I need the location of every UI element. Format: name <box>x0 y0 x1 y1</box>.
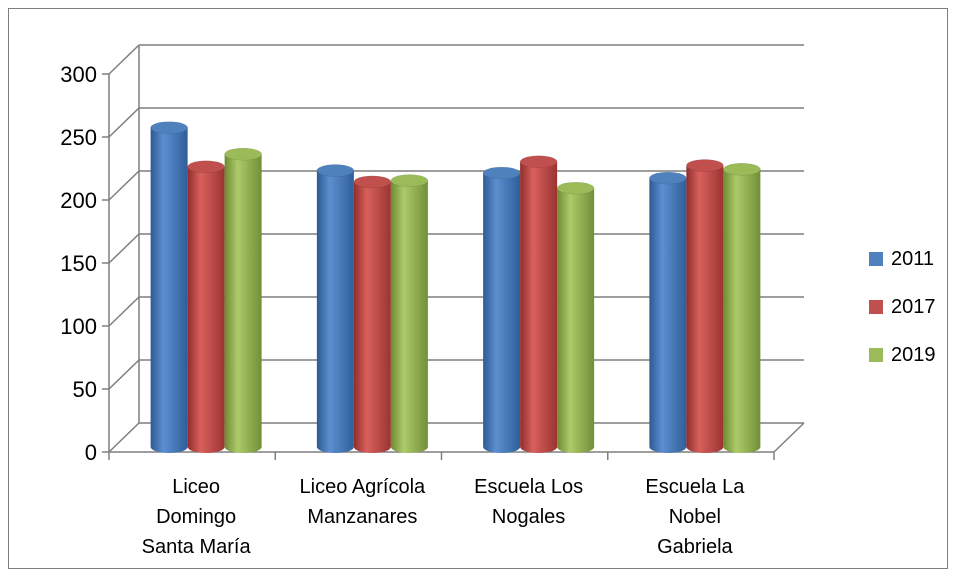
bar-top <box>187 160 225 174</box>
gridline-side <box>108 422 140 453</box>
bar-body <box>150 127 188 453</box>
bar-top <box>482 166 521 180</box>
bar <box>649 171 687 453</box>
legend-item: 2011 <box>869 241 936 277</box>
y-tick-label: 200 <box>60 188 97 213</box>
x-category-label: Manzanares <box>307 506 417 528</box>
bar-top <box>686 159 724 172</box>
bar <box>482 166 521 453</box>
bar-top <box>519 155 558 168</box>
bar <box>556 181 595 453</box>
bar-body <box>316 170 354 453</box>
bar-body <box>390 180 428 453</box>
bar-body <box>224 154 262 453</box>
y-tick-label: 0 <box>85 440 97 465</box>
bar <box>723 163 761 454</box>
bar <box>150 121 188 453</box>
bar-body <box>483 173 521 453</box>
bar <box>224 147 262 453</box>
bar <box>187 160 225 453</box>
bar-top <box>150 121 188 134</box>
gridline-side <box>108 170 140 201</box>
y-tick-label: 250 <box>60 125 97 150</box>
bar <box>390 174 429 453</box>
legend-label: 2019 <box>891 343 936 366</box>
bar-top <box>556 181 595 195</box>
bar <box>316 164 355 453</box>
bar <box>353 175 392 453</box>
legend-swatch <box>869 300 883 314</box>
x-category-label: Domingo <box>156 506 236 528</box>
y-tick-label: 100 <box>60 314 97 339</box>
floor-edge <box>773 422 805 453</box>
chart-frame: 0 50 100 150 200 250 300 Liceo Domingo Santa Marí… <box>8 8 948 569</box>
x-category-label: Liceo Agrícola <box>300 476 427 498</box>
x-category-label: Escuela La <box>645 476 745 498</box>
legend-label: 2011 <box>891 247 935 270</box>
bar-body <box>649 178 687 453</box>
legend-item: 2017 <box>869 289 936 325</box>
bar-top <box>316 164 355 177</box>
bar-top <box>353 175 392 189</box>
x-category-label: Liceo <box>172 476 220 498</box>
y-tick-label: 150 <box>60 251 97 276</box>
legend-item: 2019 <box>869 337 936 373</box>
bar-chart-3d: 0 50 100 150 200 250 300 Liceo Domingo Santa Marí… <box>60 44 805 558</box>
gridline-side <box>108 233 140 264</box>
bar-body <box>353 181 391 453</box>
y-tick-label: 300 <box>60 62 97 87</box>
legend: 2011 2017 2019 <box>869 241 936 385</box>
x-category-label: Santa María <box>142 536 252 558</box>
x-category-label: Escuela Los <box>474 476 583 498</box>
bar-body <box>723 169 761 454</box>
y-tick-label: 50 <box>73 377 97 402</box>
x-category-label: Nobel <box>669 506 721 528</box>
bar <box>519 155 558 454</box>
bar-body <box>557 188 595 453</box>
bar-body <box>686 165 724 453</box>
bar-top <box>390 174 429 187</box>
x-category-label: Gabriela <box>657 536 733 558</box>
gridline-side <box>108 296 140 327</box>
bar-top <box>224 147 262 161</box>
bar-top <box>723 163 761 176</box>
gridline-side <box>108 44 140 75</box>
gridline-side <box>108 107 140 138</box>
bar <box>686 159 724 453</box>
legend-swatch <box>869 348 883 362</box>
gridline-side <box>108 359 140 390</box>
bar-body <box>187 166 225 453</box>
x-category-label: Nogales <box>492 506 565 528</box>
legend-swatch <box>869 252 883 266</box>
bar-body <box>520 161 558 454</box>
legend-label: 2017 <box>891 295 936 318</box>
bar-top <box>649 171 687 185</box>
